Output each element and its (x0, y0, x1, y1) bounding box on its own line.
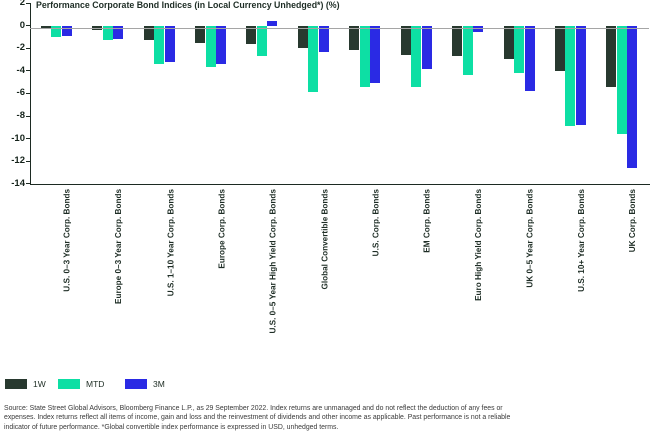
y-tick-label: -4 (16, 64, 25, 76)
y-axis-line (30, 3, 31, 185)
legend-label-3m: 3M (153, 379, 165, 389)
bar-1w-5 (246, 25, 257, 44)
legend-label-mtd: MTD (86, 379, 105, 389)
x-category-label: U.S. 0–5 Year High Yield Corp. Bonds (268, 189, 278, 334)
x-category-label: Euro High Yield Corp. Bonds (474, 189, 484, 301)
bar-3m-8 (421, 25, 432, 69)
zero-baseline (30, 27, 649, 30)
bar-mtd-8 (411, 25, 422, 87)
y-tick (26, 183, 30, 185)
y-tick (26, 138, 30, 140)
bar-1w-6 (297, 25, 308, 49)
y-tick-label: 0 (19, 19, 25, 31)
x-category-label: UK Corp. Bonds (628, 189, 638, 253)
bar-mtd-11 (565, 25, 576, 127)
y-tick (26, 160, 30, 162)
bar-mtd-10 (514, 25, 525, 74)
source-line-1: Source: State Street Global Advisors, Bl… (4, 405, 503, 412)
bar-1w-8 (400, 25, 411, 55)
legend-swatch-mtd (58, 379, 80, 389)
y-tick (26, 47, 30, 49)
y-tick-label: -2 (16, 42, 25, 54)
legend-swatch-1w (5, 379, 27, 389)
x-category-label: EM Corp. Bonds (422, 189, 432, 253)
source-line-2: expenses. Index returns reflect all item… (4, 414, 511, 422)
bar-1w-9 (452, 25, 463, 57)
x-axis-line (30, 184, 650, 185)
bar-3m-2 (113, 25, 124, 40)
y-tick (26, 92, 30, 94)
bar-3m-7 (370, 25, 381, 84)
bar-mtd-9 (462, 25, 473, 76)
x-category-label: U.S. 1–10 Year Corp. Bonds (165, 189, 175, 297)
y-tick-label: -12 (11, 155, 25, 167)
legend-item-3m: 3M (125, 378, 180, 390)
bar-3m-1 (61, 25, 72, 36)
y-tick (26, 25, 30, 27)
chart-title: Performance Corporate Bond Indices (in L… (36, 0, 340, 10)
bar-mtd-3 (154, 25, 165, 64)
x-category-label: Global Convertible Bonds (320, 189, 330, 290)
y-tick (26, 115, 30, 117)
plot-area (30, 3, 649, 184)
y-tick (26, 2, 30, 4)
x-category-label: Europe Corp. Bonds (217, 189, 227, 269)
bar-1w-10 (503, 25, 514, 60)
legend-swatch-3m (125, 379, 147, 389)
bar-1w-7 (349, 25, 360, 51)
y-tick-label: -14 (11, 177, 25, 189)
bar-3m-5 (267, 21, 278, 26)
x-category-label: Europe 0–3 Year Corp. Bonds (114, 189, 124, 304)
legend-label-1w: 1W (33, 379, 46, 389)
x-category-label: U.S. 10+ Year Corp. Bonds (577, 189, 587, 292)
y-tick (26, 70, 30, 72)
bar-mtd-12 (616, 25, 627, 135)
x-category-label: UK 0–5 Year Corp. Bonds (525, 189, 535, 288)
bar-1w-3 (143, 25, 154, 41)
bar-mtd-4 (205, 25, 216, 68)
bar-mtd-5 (256, 25, 267, 57)
source-line-3: indicator of future performance. *Global… (4, 423, 339, 431)
bar-3m-4 (216, 25, 226, 64)
bar-1w-4 (195, 25, 205, 43)
x-category-label: U.S. 0–3 Year Corp. Bonds (63, 189, 72, 292)
y-tick-label: 2 (19, 0, 25, 8)
bar-3m-3 (164, 25, 175, 62)
legend-item-mtd: MTD (58, 378, 118, 390)
y-tick-label: -10 (11, 132, 25, 144)
bar-mtd-7 (359, 25, 370, 87)
bar-mtd-6 (308, 25, 319, 93)
source-note: Source: State Street Global Advisors, Bl… (4, 404, 648, 432)
bar-mtd-1 (51, 25, 62, 37)
bar-1w-11 (554, 25, 565, 71)
bar-3m-6 (318, 25, 329, 52)
bar-mtd-2 (102, 25, 113, 41)
y-tick-label: -8 (16, 110, 25, 121)
y-tick-label: -6 (16, 87, 25, 99)
x-category-label: U.S. Corp. Bonds (371, 189, 381, 257)
bar-1w-12 (606, 25, 617, 87)
bar-1w-1 (40, 25, 51, 28)
bar-3m-11 (575, 25, 586, 126)
bar-3m-12 (627, 25, 638, 168)
legend-item-1w: 1W (5, 378, 55, 390)
bar-3m-10 (524, 25, 535, 92)
